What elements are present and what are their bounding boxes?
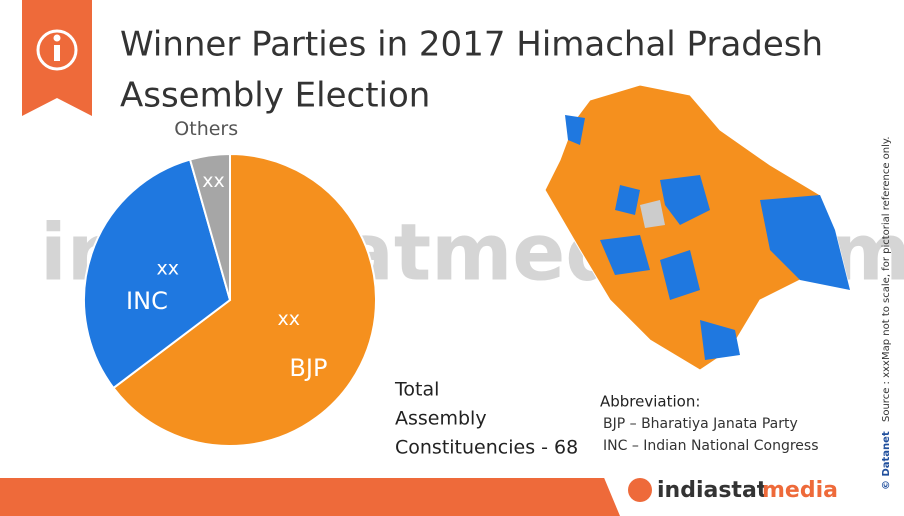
pie-slice — [188, 152, 231, 301]
map — [544, 84, 851, 371]
slice-label: INC — [126, 287, 168, 315]
value-label: xx — [202, 170, 225, 192]
footer-logo-box — [600, 468, 904, 516]
footer-logo: indiastat — [657, 478, 768, 503]
abbreviation-title: Abbreviation: — [600, 393, 700, 411]
total-note: Constituencies - 68 — [395, 437, 578, 459]
info-icon — [53, 34, 61, 42]
total-note: Total — [394, 379, 439, 401]
pie: BJP xx INC xx Others xx — [83, 118, 377, 447]
title: Assembly Election — [120, 76, 430, 116]
footer-logo: media — [762, 478, 838, 503]
side-note: Map not to scale, for pictorial referenc… — [881, 136, 892, 360]
title: Winner Parties in 2017 Himachal Pradesh — [120, 25, 823, 65]
pie-slice — [83, 158, 232, 390]
slice-label: BJP — [289, 354, 327, 382]
info-icon — [54, 45, 60, 61]
pie-slice — [112, 152, 377, 447]
slice-label: Others — [174, 118, 238, 140]
info-icon — [36, 29, 78, 71]
abbreviation: BJP – Bharatiya Janata Party — [603, 416, 798, 432]
side-note: Source : xxx — [881, 360, 892, 422]
side-note: © Datanet — [881, 431, 892, 490]
value-label: xx — [278, 308, 301, 330]
total-note: Assembly — [395, 408, 487, 430]
abbreviation: INC – Indian National Congress — [603, 438, 819, 454]
value-label: xx — [156, 258, 179, 280]
logo-icon — [628, 478, 652, 502]
